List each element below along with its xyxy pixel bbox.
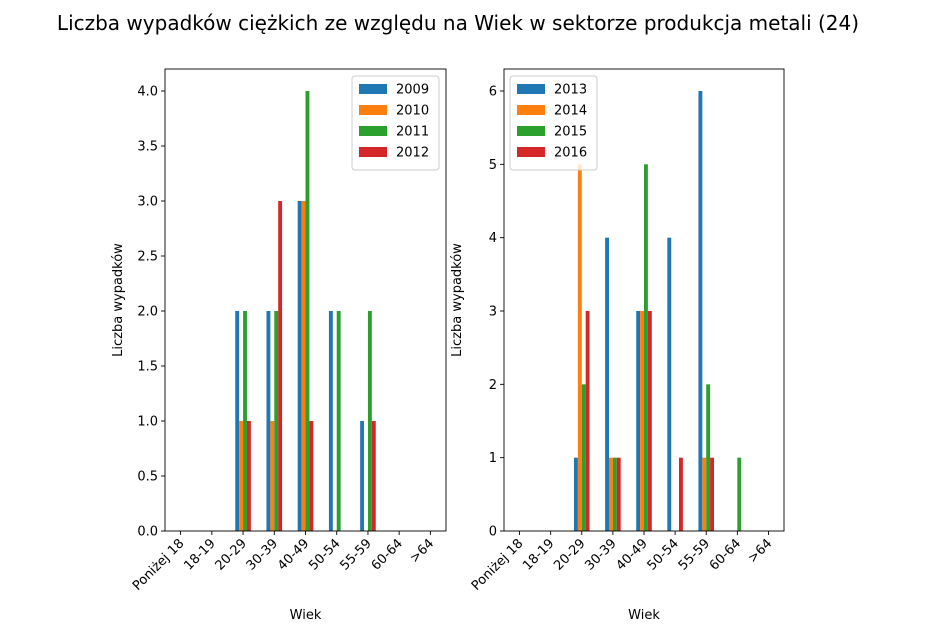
- bar-2014-30-39: [609, 457, 613, 531]
- y-tick-label: 2.0: [137, 305, 158, 320]
- legend-entry: 2015: [554, 125, 587, 140]
- bar-2014-40-49: [640, 311, 644, 531]
- legend-box: [509, 75, 598, 171]
- x-tick-label: 20-29: [551, 536, 588, 573]
- bar-2011-50-54: [336, 311, 341, 531]
- x-tick-label: 40-49: [614, 536, 651, 573]
- x-tick-label: 18-19: [520, 536, 557, 573]
- y-tick-label: 4.0: [137, 85, 158, 100]
- legend: 2013 2014 2015 2016: [509, 75, 598, 171]
- bar-2013-55-59: [698, 91, 703, 531]
- bar-2015-55-59: [706, 384, 711, 531]
- bar-2012-55-59: [371, 421, 376, 531]
- bar-2016-55-59: [710, 457, 714, 531]
- y-tick-label: 3.5: [137, 140, 158, 155]
- bar-2012-40-49: [309, 421, 314, 531]
- y-tick-label: 3.0: [137, 195, 158, 210]
- figure-title: Liczba wypadków ciężkich ze względu na W…: [57, 11, 859, 35]
- legend-swatch: [517, 126, 545, 136]
- bar-2016-30-39: [616, 457, 621, 531]
- legend: 2009 2010 2011 2012: [351, 75, 440, 171]
- bar-2009-20-29: [235, 311, 240, 531]
- x-tick-label: 50-54: [306, 536, 343, 573]
- bar-2011-30-39: [274, 311, 279, 531]
- y-tick-label: 3: [489, 305, 497, 320]
- bar-2009-30-39: [266, 311, 271, 531]
- legend-swatch: [359, 105, 387, 115]
- x-tick-label: 30-39: [244, 536, 281, 573]
- bar-2016-40-49: [647, 311, 652, 531]
- x-tick-label: 60-64: [369, 536, 406, 573]
- y-tick-label: 6: [489, 85, 497, 100]
- legend-swatch: [359, 84, 387, 94]
- x-tick-label: 50-54: [645, 536, 682, 573]
- bar-2015-20-29: [581, 384, 586, 531]
- bar-2015-40-49: [644, 164, 648, 531]
- y-tick-label: 0.5: [137, 470, 158, 485]
- legend-entry: 2013: [554, 83, 587, 98]
- x-tick-label: 55-59: [337, 536, 374, 573]
- bar-2011-55-59: [367, 311, 372, 531]
- y-tick-label: 0: [489, 525, 497, 540]
- bar-2009-50-54: [328, 311, 333, 531]
- bar-2012-30-39: [278, 201, 283, 531]
- legend-box: [351, 75, 440, 171]
- bar-2009-40-49: [297, 201, 302, 531]
- legend-swatch: [517, 105, 545, 115]
- x-tick-label: 30-39: [582, 536, 619, 573]
- x-tick-label: 18-19: [181, 536, 218, 573]
- legend-swatch: [359, 126, 387, 136]
- bar-2012-20-29: [246, 421, 251, 531]
- legend-entry: 2016: [554, 146, 587, 161]
- bar-2013-20-29: [574, 457, 578, 531]
- x-tick-label: 20-29: [213, 536, 250, 573]
- bar-2015-30-39: [612, 457, 617, 531]
- legend-swatch: [517, 84, 545, 94]
- y-tick-label: 5: [489, 158, 497, 173]
- x-tick-label: >64: [745, 536, 775, 566]
- legend-swatch: [517, 147, 545, 157]
- bar-2014-55-59: [702, 457, 707, 531]
- bar-2013-40-49: [636, 311, 641, 531]
- y-tick-label: 0.0: [137, 525, 158, 540]
- x-tick-label: 55-59: [676, 536, 713, 573]
- chart-2: Poniżej 1818-1920-2930-3940-4950-5455-59…: [450, 68, 785, 623]
- x-tick-label: 60-64: [707, 536, 744, 573]
- x-tick-label: Poniżej 18: [469, 536, 526, 593]
- bar-2013-30-39: [605, 237, 609, 532]
- x-tick-label: 40-49: [275, 536, 312, 573]
- bar-2015-60-64: [737, 457, 742, 531]
- bar-2011-40-49: [305, 91, 310, 531]
- y-axis-label: Liczba wypadków: [450, 243, 465, 357]
- bar-2016-20-29: [585, 311, 590, 531]
- y-tick-label: 1: [489, 451, 497, 466]
- y-tick-label: 2.5: [137, 250, 158, 265]
- y-tick-label: 1.5: [137, 360, 158, 375]
- bar-2013-50-54: [667, 237, 672, 532]
- bar-2010-30-39: [270, 421, 275, 531]
- x-axis-label: Wiek: [290, 608, 322, 623]
- bar-2016-50-54: [679, 457, 683, 531]
- bar-2009-55-59: [360, 421, 365, 531]
- legend-entry: 2011: [396, 125, 429, 140]
- y-axis-label: Liczba wypadków: [111, 243, 126, 357]
- x-tick-label: Poniżej 18: [130, 536, 187, 593]
- x-tick-label: >64: [407, 536, 437, 566]
- y-tick-label: 2: [489, 378, 497, 393]
- y-tick-label: 4: [489, 231, 497, 246]
- charts-area: Poniżej 1818-1920-2930-3940-4950-5455-59…: [111, 68, 785, 623]
- y-tick-label: 1.0: [137, 415, 158, 430]
- legend-entry: 2010: [396, 104, 429, 119]
- bar-2014-20-29: [577, 164, 582, 531]
- bar-2010-40-49: [301, 201, 306, 531]
- chart-1: Poniżej 1818-1920-2930-3940-4950-5455-59…: [111, 68, 447, 623]
- bar-2011-20-29: [243, 311, 247, 531]
- legend-entry: 2014: [554, 104, 587, 119]
- legend-entry: 2012: [396, 146, 429, 161]
- x-axis-label: Wiek: [628, 608, 660, 623]
- legend-entry: 2009: [396, 83, 429, 98]
- legend-swatch: [359, 147, 387, 157]
- bar-2010-20-29: [239, 421, 244, 531]
